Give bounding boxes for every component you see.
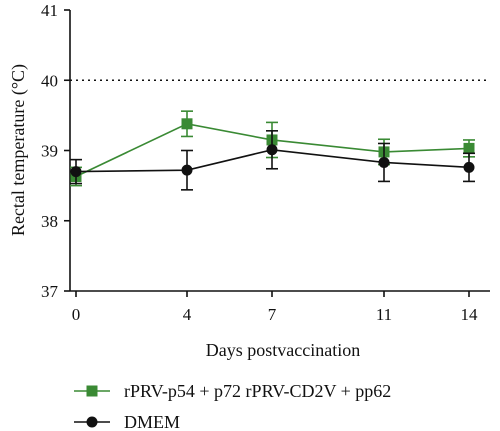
data-point	[181, 118, 193, 130]
y-ticks: 37 38 39 40 41	[41, 1, 70, 301]
legend-marker	[86, 416, 98, 428]
y-tick-label: 41	[41, 1, 58, 20]
y-tick-label: 40	[41, 71, 58, 90]
data-point	[463, 161, 475, 173]
series-dmem	[70, 130, 475, 191]
y-axis-label: Rectal temperature (°C)	[8, 64, 29, 236]
legend-label: rPRV-p54 + p72 rPRV-CD2V + pp62	[124, 381, 391, 401]
legend-marker	[86, 385, 98, 397]
legend-label: DMEM	[124, 412, 180, 431]
legend: rPRV-p54 + p72 rPRV-CD2V + pp62 DMEM	[74, 381, 391, 431]
x-tick-label: 7	[268, 305, 277, 324]
y-tick-label: 38	[41, 212, 58, 231]
x-axis-label: Days postvaccination	[206, 340, 360, 360]
y-tick-label: 37	[41, 282, 59, 301]
data-point	[463, 142, 475, 154]
data-point	[181, 164, 193, 176]
x-tick-label: 11	[376, 305, 392, 324]
data-point	[378, 156, 390, 168]
x-tick-label: 0	[72, 305, 81, 324]
x-tick-label: 4	[183, 305, 192, 324]
data-point	[70, 166, 82, 178]
data-point	[266, 144, 278, 156]
series-layer	[70, 110, 475, 191]
y-tick-label: 39	[41, 142, 58, 161]
x-ticks: 0 4 7 11 14	[72, 291, 478, 324]
x-tick-label: 14	[461, 305, 479, 324]
